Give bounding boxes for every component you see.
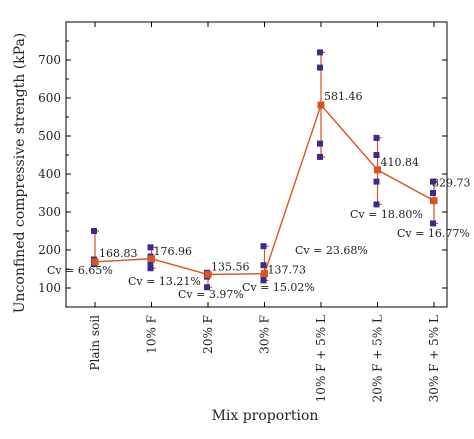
sample-point (430, 178, 436, 185)
mean-value-label: 329.73 (432, 177, 471, 190)
mean-value-label: 135.56 (211, 260, 250, 273)
mean-point (430, 197, 438, 205)
y-axis-title: Unconfined compressive strength (kPa) (12, 33, 28, 314)
sample-point (317, 153, 323, 160)
cv-annotation: Cv = 16.77% (397, 227, 470, 240)
cv-annotation: Cv = 23.68% (295, 244, 368, 257)
series-layer (91, 49, 438, 291)
x-tick-label: 20% F (201, 315, 215, 354)
x-tick-label: 30% F (258, 315, 272, 354)
plot-border (65, 21, 448, 308)
x-tick-label: Plain soil (88, 315, 102, 371)
cv-annotation: Cv = 18.80% (350, 208, 423, 221)
y-tick-label: 600 (38, 91, 61, 105)
x-tick-label: 20% F + 5% L (371, 315, 385, 402)
y-axis: 100 200 300 400 500 600 700 (38, 40, 447, 295)
mean-value-label: 176.96 (154, 245, 193, 258)
y-tick-label: 400 (38, 167, 61, 181)
x-tick-label: 10% F + 5% L (314, 315, 328, 402)
y-tick-label: 100 (38, 281, 61, 295)
mean-point (148, 255, 155, 263)
mean-value-label: 410.84 (381, 156, 420, 169)
plot-frame (65, 21, 448, 308)
mean-point (204, 270, 212, 278)
mean-value-label: 137.73 (268, 264, 307, 277)
y-tick-label: 700 (38, 53, 61, 67)
mean-value-label: 168.83 (99, 247, 138, 260)
sample-point (260, 277, 267, 284)
mean-point (374, 166, 381, 174)
sample-point (91, 228, 97, 234)
sample-point (430, 190, 436, 196)
x-tick-label: 30% F + 5% L (427, 315, 441, 402)
cv-annotation: Cv = 15.02% (242, 281, 315, 294)
mean-point (317, 101, 325, 109)
sample-point (317, 140, 323, 147)
sample-point (204, 284, 210, 291)
cv-annotation: Cv = 13.21% (128, 275, 201, 288)
y-tick-label: 200 (38, 243, 61, 257)
mean-value-label: 581.46 (324, 90, 363, 103)
sample-point (373, 134, 380, 141)
y-tick-label: 500 (38, 129, 61, 143)
sample-point (373, 152, 380, 158)
sample-point (147, 265, 154, 272)
x-tick-label: 10% F (145, 315, 159, 354)
mean-point (261, 270, 268, 278)
sample-point (147, 260, 154, 267)
y-tick-label: 300 (38, 205, 61, 219)
sample-point (260, 262, 267, 269)
cv-annotation: Cv = 6.65% (47, 264, 113, 277)
x-axis: Plain soil 10% F 20% F 30% F 10% F + 5% L 20%… (88, 22, 441, 402)
sample-point (147, 244, 154, 251)
sample-point (317, 49, 323, 56)
label-layer: 168.83 176.96 135.56 137.73 581.46 410.84 329.… (47, 90, 471, 301)
cv-annotation: Cv = 3.97% (178, 288, 244, 301)
sample-point (430, 220, 436, 227)
mean-point (91, 258, 99, 266)
x-axis-title: Mix proportion (212, 408, 319, 424)
sample-point (317, 64, 323, 71)
sample-point (373, 178, 380, 185)
sample-point (373, 201, 380, 208)
sample-point (260, 243, 267, 250)
